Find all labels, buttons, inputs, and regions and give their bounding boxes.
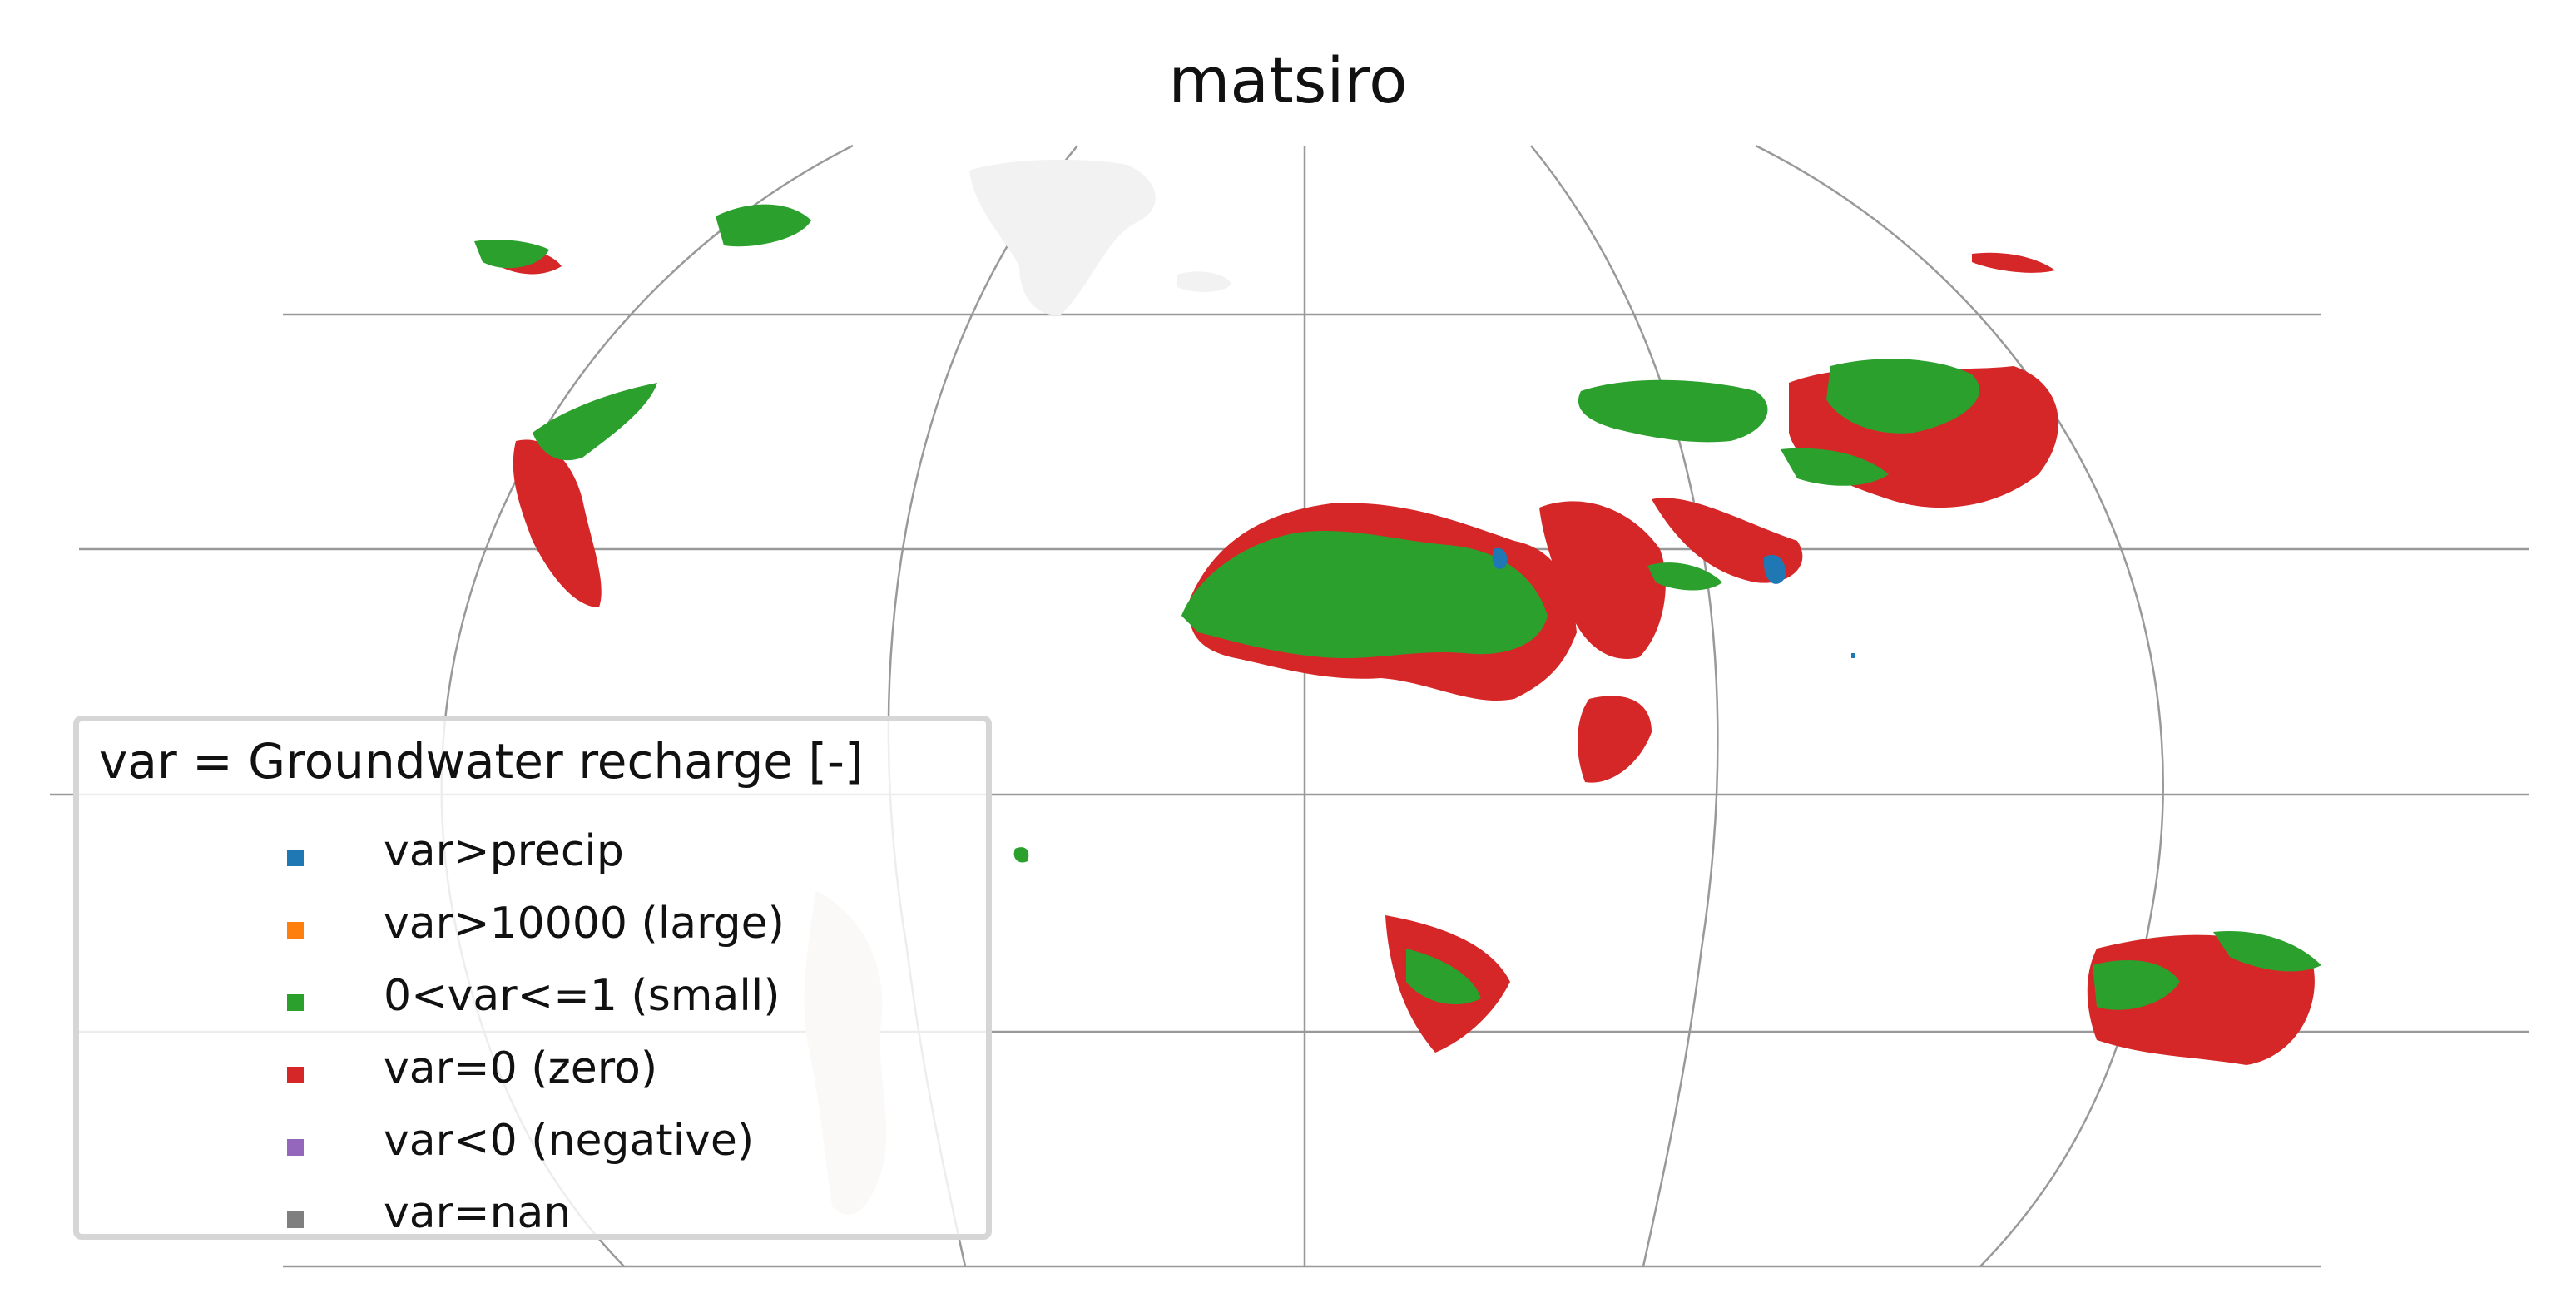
- legend-marker-negative: [287, 1139, 304, 1156]
- legend-title: var = Groundwater recharge [-]: [99, 733, 864, 790]
- legend-marker-large: [287, 922, 304, 939]
- legend-label-nan: var=nan: [384, 1188, 572, 1238]
- land-precip: [1492, 547, 1855, 658]
- legend-label-large: var>10000 (large): [384, 899, 785, 949]
- legend-label-negative: var<0 (negative): [384, 1116, 755, 1166]
- legend-label-zero: var=0 (zero): [384, 1043, 658, 1093]
- legend-label-small: 0<var<=1 (small): [384, 971, 780, 1021]
- legend-marker-small: [287, 994, 304, 1011]
- legend-marker-precip: [287, 850, 304, 866]
- map-title: matsiro: [1168, 43, 1408, 117]
- legend-marker-nan: [287, 1211, 304, 1228]
- faint-land: [969, 159, 1231, 315]
- legend: var = Groundwater recharge [-] var>preci…: [73, 716, 992, 1240]
- legend-marker-zero: [287, 1067, 304, 1083]
- land-small: [474, 204, 2321, 1010]
- legend-label-precip: var>precip: [384, 826, 624, 876]
